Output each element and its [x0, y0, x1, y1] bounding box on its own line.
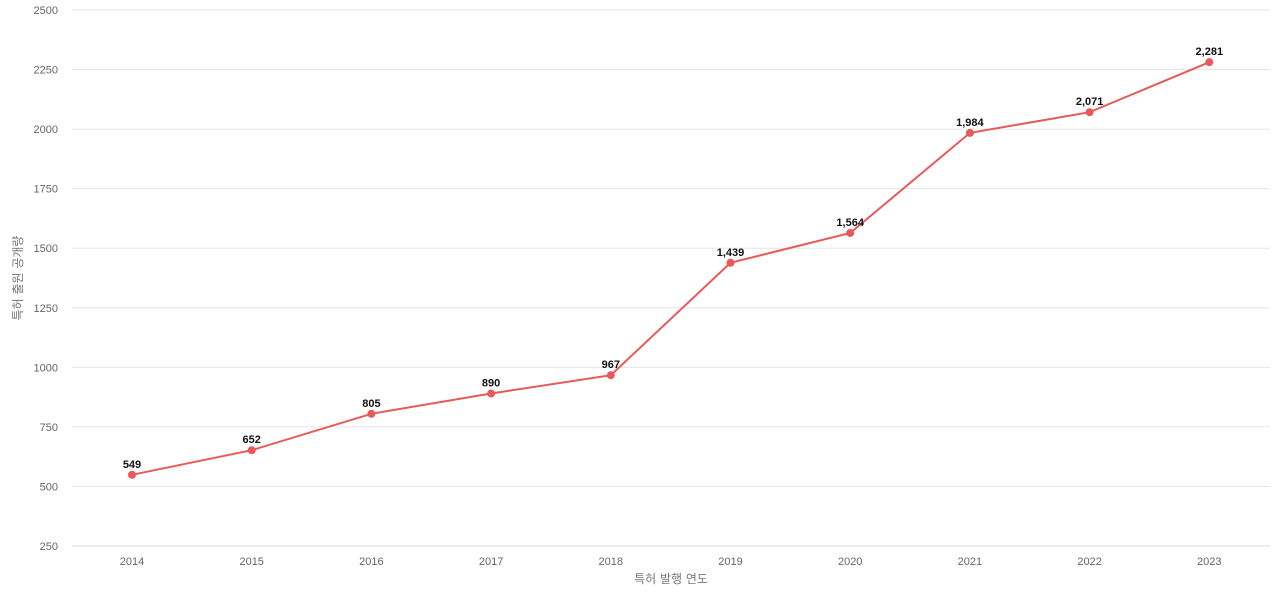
data-label: 967: [602, 359, 620, 371]
data-point[interactable]: [247, 446, 256, 455]
y-tick-label: 1500: [34, 243, 58, 255]
x-tick-label: 2018: [599, 556, 623, 568]
y-tick-label: 1000: [34, 362, 58, 374]
y-tick-label: 1250: [34, 303, 58, 315]
x-tick-label: 2015: [239, 556, 263, 568]
data-point[interactable]: [606, 371, 615, 380]
data-points: [128, 58, 1214, 479]
x-tick-label: 2022: [1077, 556, 1101, 568]
data-labels: 549 652 805 890 967 1,439 1,564 1,984 2,071 2,281: [123, 46, 1223, 471]
data-label: 1,564: [836, 217, 864, 229]
data-label: 890: [482, 378, 500, 390]
x-tick-label: 2023: [1197, 556, 1221, 568]
data-point[interactable]: [846, 228, 855, 237]
data-point[interactable]: [1085, 108, 1094, 117]
grid-lines: [72, 9, 1270, 487]
data-point[interactable]: [367, 409, 376, 418]
y-tick-label: 2500: [34, 5, 58, 17]
x-tick-label: 2014: [120, 556, 144, 568]
data-point[interactable]: [1205, 58, 1214, 67]
x-tick-label: 2020: [838, 556, 862, 568]
x-axis-title: 특허 발행 연도: [634, 571, 708, 586]
data-label: 549: [123, 459, 141, 471]
series-line: [131, 61, 1210, 476]
data-label: 805: [362, 398, 380, 410]
x-tick-label: 2021: [958, 556, 982, 568]
data-point[interactable]: [965, 128, 974, 137]
y-tick-label: 2000: [34, 124, 58, 136]
y-axis-title: 특허 출원 공개량: [11, 236, 25, 321]
y-tick-label: 1750: [34, 184, 58, 196]
data-label: 2,071: [1076, 96, 1104, 108]
y-tick-label: 750: [40, 422, 58, 434]
data-label: 2,281: [1196, 46, 1224, 58]
y-tick-label: 2250: [34, 65, 58, 77]
y-tick-label: 500: [40, 481, 58, 493]
data-point[interactable]: [487, 389, 496, 398]
data-label: 1,984: [956, 117, 984, 129]
x-tick-label: 2017: [479, 556, 503, 568]
y-tick-label: 250: [40, 541, 58, 553]
x-axis-ticks: 2014 2015 2016 2017 2018 2019 2020 2021 2022 2023: [120, 556, 1222, 568]
x-tick-label: 2019: [718, 556, 742, 568]
data-label: 1,439: [717, 247, 745, 259]
y-axis-ticks: 250 500 750 1000 1250 1500 1750 2000 2250 2500: [34, 5, 58, 553]
data-label: 652: [243, 434, 261, 446]
x-tick-label: 2016: [359, 556, 383, 568]
data-point[interactable]: [726, 258, 735, 267]
data-point[interactable]: [128, 470, 136, 479]
